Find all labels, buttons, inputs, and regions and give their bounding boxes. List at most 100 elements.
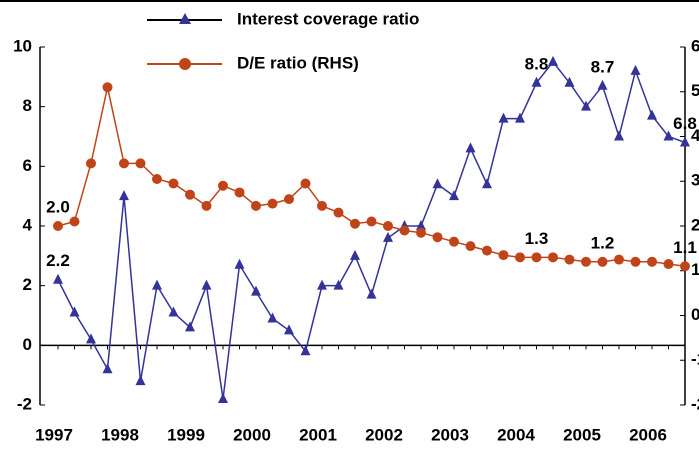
y-tick-label: 2 bbox=[23, 275, 32, 294]
point bbox=[366, 288, 377, 299]
point bbox=[597, 79, 608, 90]
point bbox=[201, 279, 212, 290]
point bbox=[152, 174, 162, 185]
point bbox=[399, 225, 410, 236]
point bbox=[515, 252, 525, 263]
x-tick-label: 2004 bbox=[497, 425, 535, 444]
point bbox=[465, 241, 476, 252]
point bbox=[531, 76, 542, 87]
point bbox=[680, 261, 690, 272]
x-tick-label: 1997 bbox=[35, 425, 73, 444]
point bbox=[614, 130, 624, 141]
point bbox=[548, 55, 558, 66]
point bbox=[449, 236, 459, 247]
point bbox=[548, 252, 558, 263]
y2-tick-label: 2 bbox=[691, 215, 699, 234]
point bbox=[69, 216, 80, 227]
point bbox=[647, 256, 657, 267]
point bbox=[317, 279, 327, 290]
y2-tick-label: 0 bbox=[691, 305, 699, 324]
point bbox=[647, 109, 657, 120]
x-tick-label: 2002 bbox=[365, 425, 403, 444]
y2-tick-label: -1 bbox=[691, 350, 699, 369]
legend-label: D/E ratio (RHS) bbox=[237, 53, 359, 72]
point bbox=[317, 200, 327, 211]
point bbox=[185, 321, 195, 332]
point bbox=[168, 306, 179, 317]
point bbox=[564, 254, 575, 265]
point bbox=[482, 245, 492, 256]
point bbox=[333, 207, 344, 218]
point bbox=[383, 231, 393, 242]
point bbox=[284, 324, 294, 335]
y-tick-label: 4 bbox=[23, 215, 33, 234]
point bbox=[498, 250, 509, 261]
point bbox=[86, 333, 96, 344]
point bbox=[465, 142, 476, 153]
y2-tick-label: -2 bbox=[691, 394, 699, 413]
point bbox=[119, 158, 129, 169]
point bbox=[267, 312, 278, 323]
legend-label: Interest coverage ratio bbox=[237, 9, 419, 28]
point bbox=[218, 393, 228, 404]
point bbox=[597, 256, 608, 267]
point bbox=[102, 82, 113, 93]
y-tick-label: 0 bbox=[23, 335, 32, 354]
point bbox=[449, 190, 459, 201]
point bbox=[135, 375, 146, 386]
point bbox=[267, 198, 278, 209]
legend-marker bbox=[179, 13, 191, 24]
point bbox=[581, 100, 591, 111]
y-tick-label: -2 bbox=[17, 394, 32, 413]
point bbox=[432, 232, 443, 243]
value-label: 8.7 bbox=[591, 57, 615, 76]
y2-tick-label: 1 bbox=[691, 260, 699, 279]
legend-marker bbox=[179, 58, 191, 70]
point bbox=[564, 76, 575, 87]
point bbox=[86, 158, 96, 169]
y2-tick-label: 6 bbox=[691, 36, 699, 55]
point bbox=[581, 256, 591, 267]
point bbox=[168, 178, 179, 189]
y2-tick-label: 3 bbox=[691, 171, 699, 190]
point bbox=[432, 178, 443, 189]
point bbox=[53, 221, 63, 231]
value-label: 6.8 bbox=[673, 114, 697, 133]
x-tick-label: 1998 bbox=[101, 425, 139, 444]
point bbox=[663, 259, 674, 270]
point bbox=[416, 220, 426, 230]
y2-tick-label: 4 bbox=[691, 126, 699, 145]
point bbox=[482, 178, 492, 189]
point bbox=[201, 200, 212, 211]
value-label: 1.1 bbox=[673, 238, 697, 257]
point bbox=[53, 273, 63, 284]
x-tick-label: 2001 bbox=[299, 425, 337, 444]
x-tick-label: 2005 bbox=[563, 425, 601, 444]
point bbox=[69, 306, 80, 317]
value-label: 2.0 bbox=[46, 197, 70, 216]
point bbox=[416, 227, 426, 238]
y-tick-label: 8 bbox=[23, 96, 32, 115]
x-tick-label: 2003 bbox=[431, 425, 469, 444]
y-tick-label: 10 bbox=[13, 36, 32, 55]
point bbox=[515, 112, 525, 123]
point bbox=[531, 252, 542, 263]
value-label: 1.2 bbox=[591, 233, 615, 252]
point bbox=[284, 194, 294, 205]
point bbox=[366, 216, 377, 227]
point bbox=[135, 158, 146, 169]
point bbox=[350, 249, 360, 260]
value-label: 1.3 bbox=[525, 229, 549, 248]
point bbox=[680, 136, 690, 147]
point bbox=[300, 178, 311, 189]
point bbox=[218, 180, 228, 191]
point bbox=[234, 258, 245, 269]
y2-tick-label: 5 bbox=[691, 81, 699, 100]
point bbox=[663, 130, 674, 141]
point bbox=[498, 112, 509, 123]
value-label: 8.8 bbox=[525, 54, 549, 73]
point bbox=[300, 345, 311, 356]
point bbox=[152, 279, 162, 290]
